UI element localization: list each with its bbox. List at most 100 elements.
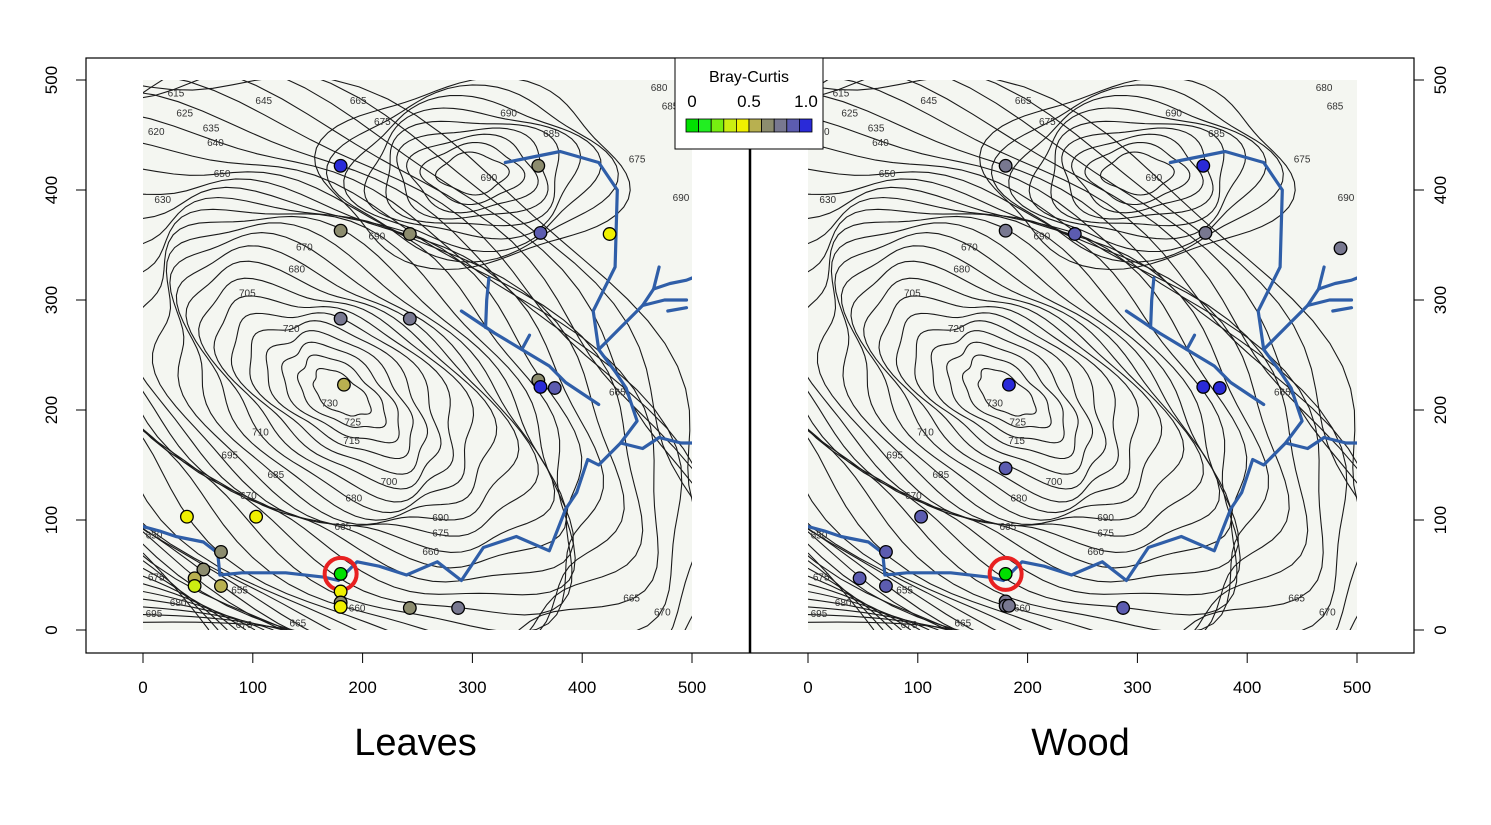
stream-line (1317, 276, 1357, 291)
contour-label: 650 (146, 531, 163, 542)
y-tick-label-left: 400 (42, 176, 61, 204)
contour-line (808, 208, 1239, 583)
contour-label: 670 (961, 243, 978, 254)
contour-label: 675 (432, 529, 449, 540)
contour-label: 645 (920, 96, 937, 107)
contour-line (808, 186, 1248, 616)
x-tick-label: 500 (1343, 678, 1371, 697)
contour-label: 675 (629, 155, 646, 166)
sample-point (1001, 598, 1016, 613)
contour-label: 660 (1014, 603, 1031, 614)
contour-label: 690 (1338, 193, 1355, 204)
x-tick-label: 200 (1013, 678, 1041, 697)
contour-label: 680 (953, 265, 970, 276)
legend-tick-label: 0 (687, 92, 696, 111)
contour-line (185, 260, 498, 521)
contour-label: 670 (1319, 608, 1336, 619)
sample-point (187, 579, 202, 593)
contour-label: 695 (146, 609, 163, 620)
sample-point (333, 599, 348, 614)
stream-line (641, 298, 689, 308)
legend-box (674, 57, 824, 150)
contour-line (143, 168, 625, 630)
y-tick-label-right: 400 (1431, 176, 1450, 204)
contour-label: 680 (170, 598, 187, 609)
contour-label: 685 (933, 470, 950, 481)
contour-line (808, 215, 1233, 569)
contour-line (230, 312, 442, 490)
contour-line (834, 232, 1204, 537)
sample-point (879, 544, 893, 559)
x-tick-label: 500 (678, 678, 706, 697)
contour-line (249, 320, 429, 475)
contour-line (977, 367, 1037, 417)
sample-point (998, 461, 1013, 476)
y-tick-label-left: 100 (42, 506, 61, 534)
y-tick-label-right: 500 (1431, 66, 1450, 94)
y-tick-label-left: 0 (42, 625, 61, 634)
contour-label: 710 (917, 427, 934, 438)
x-tick-label: 0 (138, 678, 147, 697)
contour-label: 685 (268, 470, 285, 481)
sample-point (602, 227, 617, 241)
stream-line (808, 149, 1304, 583)
contour-label: 665 (999, 522, 1016, 533)
y-tick-label-right: 300 (1431, 286, 1450, 314)
contour-label: 690 (481, 173, 498, 184)
contour-label: 635 (203, 124, 220, 135)
contour-label: 660 (1087, 547, 1104, 558)
sample-point (214, 544, 228, 559)
contour-line (143, 80, 692, 630)
sample-point (1116, 601, 1131, 615)
contour-line (363, 107, 582, 240)
sample-point (402, 311, 417, 326)
x-tick-label: 300 (458, 678, 486, 697)
contour-label: 670 (654, 608, 671, 619)
x-tick-label: 100 (239, 678, 267, 697)
sample-point (547, 381, 562, 395)
contour-label: 695 (221, 450, 238, 461)
contour-line (314, 80, 631, 271)
contour-line (143, 186, 583, 616)
contour-label: 680 (345, 493, 362, 504)
contour-line (198, 277, 475, 514)
contour-line (808, 80, 1357, 630)
contour-line (169, 232, 539, 537)
sample-point (1196, 379, 1211, 394)
stream-line (666, 306, 689, 313)
contour-label: 665 (609, 388, 626, 399)
contour-line (143, 80, 692, 630)
contour-label: 630 (819, 195, 836, 206)
sample-point (333, 223, 348, 238)
legend-swatch (698, 118, 712, 133)
y-tick-label-left: 200 (42, 396, 61, 424)
contour-line (863, 277, 1140, 514)
contour-label: 715 (1008, 436, 1025, 447)
contour-label: 730 (986, 399, 1003, 410)
contour-label: 615 (833, 89, 850, 100)
contour-line (979, 80, 1296, 271)
sample-point (402, 601, 417, 615)
legend-swatch (773, 118, 788, 133)
stream-line (1284, 435, 1357, 451)
sample-point (333, 566, 348, 581)
contour-label: 625 (841, 108, 858, 119)
contour-label: 720 (283, 324, 300, 335)
contour-label: 690 (369, 232, 386, 243)
panel-title: Wood (1031, 722, 1130, 764)
contour-label: 665 (1274, 388, 1291, 399)
y-tick-label-right: 100 (1431, 506, 1450, 534)
x-tick-label: 300 (1123, 678, 1151, 697)
contour-label: 725 (1009, 417, 1026, 428)
contour-label: 625 (176, 108, 193, 119)
contour-label: 665 (350, 96, 367, 107)
sample-point (1067, 227, 1082, 241)
contour-line (143, 590, 256, 630)
contour-label: 670 (905, 491, 922, 502)
contour-line (213, 295, 454, 503)
stream-line (459, 309, 601, 407)
contour-line (143, 80, 692, 630)
contour-line (1061, 127, 1214, 220)
contour-line (808, 590, 921, 630)
legend-swatch (710, 118, 725, 133)
